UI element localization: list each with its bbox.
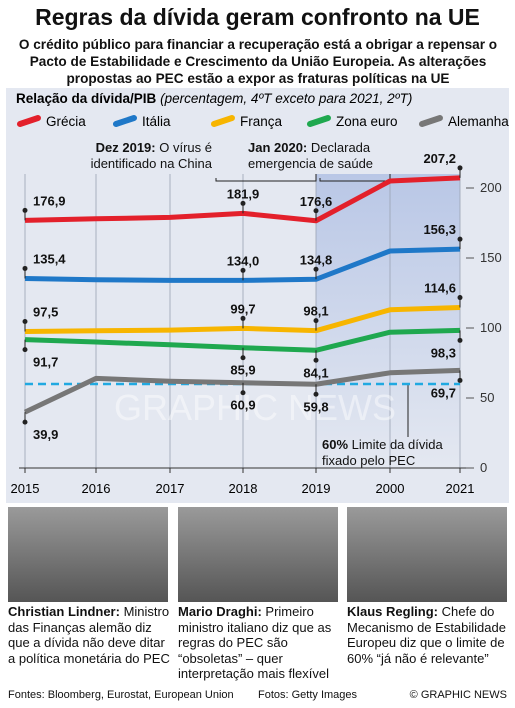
- point: [22, 319, 28, 324]
- person-name: Klaus Regling:: [347, 604, 439, 619]
- person-text: Ministro das Finanças alemão diz que a d…: [8, 604, 170, 666]
- x-tick-label: 2018: [229, 481, 258, 496]
- y-tick-label: 150: [480, 250, 502, 265]
- person-name: Christian Lindner:: [8, 604, 120, 619]
- point: [313, 318, 319, 324]
- value-label: 98,1: [303, 304, 328, 319]
- annotation-label: Jan 2020:: [248, 140, 308, 155]
- value-label: 60,9: [230, 398, 255, 413]
- value-label: 99,7: [230, 301, 255, 316]
- value-label: 84,1: [303, 365, 328, 380]
- limit-label: 60%: [322, 437, 349, 452]
- point: [22, 347, 28, 353]
- x-tick-label: 2019: [302, 481, 331, 496]
- point: [240, 267, 246, 273]
- value-label: 91,7: [33, 355, 58, 370]
- photo: [178, 507, 338, 602]
- caption: Klaus Regling: Chefe do Mecanismo de Est…: [347, 604, 509, 666]
- point: [240, 390, 246, 396]
- value-label: 156,3: [423, 222, 456, 237]
- value-label: 97,5: [33, 305, 58, 320]
- credit: © GRAPHIC NEWS: [409, 689, 507, 701]
- point: [22, 265, 28, 271]
- photo: [347, 507, 507, 602]
- value-label: 85,9: [230, 363, 255, 378]
- point: [313, 357, 319, 363]
- legend-label: Itália: [142, 114, 171, 129]
- watermark: GRAPHIC NEWS: [114, 387, 396, 428]
- point: [457, 377, 463, 383]
- annotation: Jan 2020: Declarada emergencia de saúde: [248, 140, 380, 172]
- annotation-text: Declarada emergencia de saúde: [248, 140, 374, 171]
- point: [240, 315, 246, 321]
- photo-credit: Fotos: Getty Images: [258, 689, 358, 701]
- y-tick-label: 50: [480, 390, 494, 405]
- point: [313, 266, 319, 272]
- subtitle: O crédito público para financiar a recup…: [18, 37, 498, 86]
- chart-header: Relação da dívida/PIB (percentagem, 4ºT …: [16, 91, 412, 106]
- point: [22, 207, 28, 213]
- x-tick-label: 2015: [11, 481, 40, 496]
- point: [313, 208, 319, 214]
- point: [313, 391, 319, 397]
- y-tick-label: 200: [480, 180, 502, 195]
- annotation-text: O vírus é identificado na China: [90, 140, 212, 171]
- person-name: Mario Draghi:: [178, 604, 262, 619]
- annotation-label: Dez 2019:: [95, 140, 156, 155]
- shaded-region: [316, 174, 460, 468]
- x-tick-label: 2021: [446, 481, 475, 496]
- limit-annotation: 60% Limite da dívida fixado pelo PEC: [322, 437, 462, 469]
- point: [22, 419, 28, 425]
- value-label: 69,7: [431, 385, 456, 400]
- value-label: 135,4: [33, 251, 66, 266]
- legend-swatch: [307, 115, 331, 127]
- value-label: 176,6: [300, 194, 333, 209]
- value-label: 207,2: [423, 151, 456, 166]
- limit-text: Limite da dívida fixado pelo PEC: [322, 437, 443, 468]
- legend-swatch: [113, 115, 137, 127]
- legend-label: Alemanha: [448, 114, 509, 129]
- value-label: 39,9: [33, 427, 58, 442]
- x-tick-label: 2016: [82, 481, 111, 496]
- sources: Fontes: Bloomberg, Eurostat, European Un…: [8, 689, 234, 701]
- leader-line: [215, 174, 317, 182]
- chart: Relação da dívida/PIB (percentagem, 4ºT …: [6, 88, 509, 503]
- point: [457, 337, 463, 343]
- value-label: 59,8: [303, 399, 328, 414]
- y-tick-label: 0: [480, 460, 487, 475]
- legend-swatch: [17, 115, 41, 127]
- person-text: Chefe do Mecanismo de Estabilidade Europ…: [347, 604, 506, 666]
- value-label: 98,3: [431, 345, 456, 360]
- legend-label: França: [240, 114, 283, 129]
- point: [240, 355, 246, 361]
- leader-line: [319, 174, 391, 182]
- x-tick-label: 2017: [156, 481, 185, 496]
- y-tick-label: 100: [480, 320, 502, 335]
- chart-subtitle: (percentagem, 4ºT exceto para 2021, 2ºT): [160, 91, 412, 106]
- caption: Christian Lindner: Ministro das Finanças…: [8, 604, 170, 666]
- legend-label: Grécia: [46, 114, 86, 129]
- point: [457, 236, 463, 242]
- point: [240, 200, 246, 206]
- legend-swatch: [419, 115, 443, 127]
- legend-label: Zona euro: [336, 114, 398, 129]
- y-label: Relação da dívida/PIB: [16, 91, 157, 106]
- x-tick-label: 2000: [376, 481, 405, 496]
- person-text: Primeiro ministro italiano diz que as re…: [178, 604, 332, 681]
- title: Regras da dívida geram confronto na UE: [35, 4, 480, 30]
- value-label: 181,9: [227, 186, 260, 201]
- caption: Mario Draghi: Primeiro ministro italiano…: [178, 604, 340, 682]
- photo: [8, 507, 168, 602]
- value-label: 176,9: [33, 193, 66, 208]
- point: [457, 295, 463, 301]
- value-label: 114,6: [424, 281, 456, 296]
- point: [457, 165, 463, 171]
- value-label: 134,0: [227, 253, 260, 268]
- legend-swatch: [211, 115, 235, 127]
- annotation: Dez 2019: O vírus é identificado na Chin…: [80, 140, 212, 172]
- value-label: 134,8: [300, 252, 333, 267]
